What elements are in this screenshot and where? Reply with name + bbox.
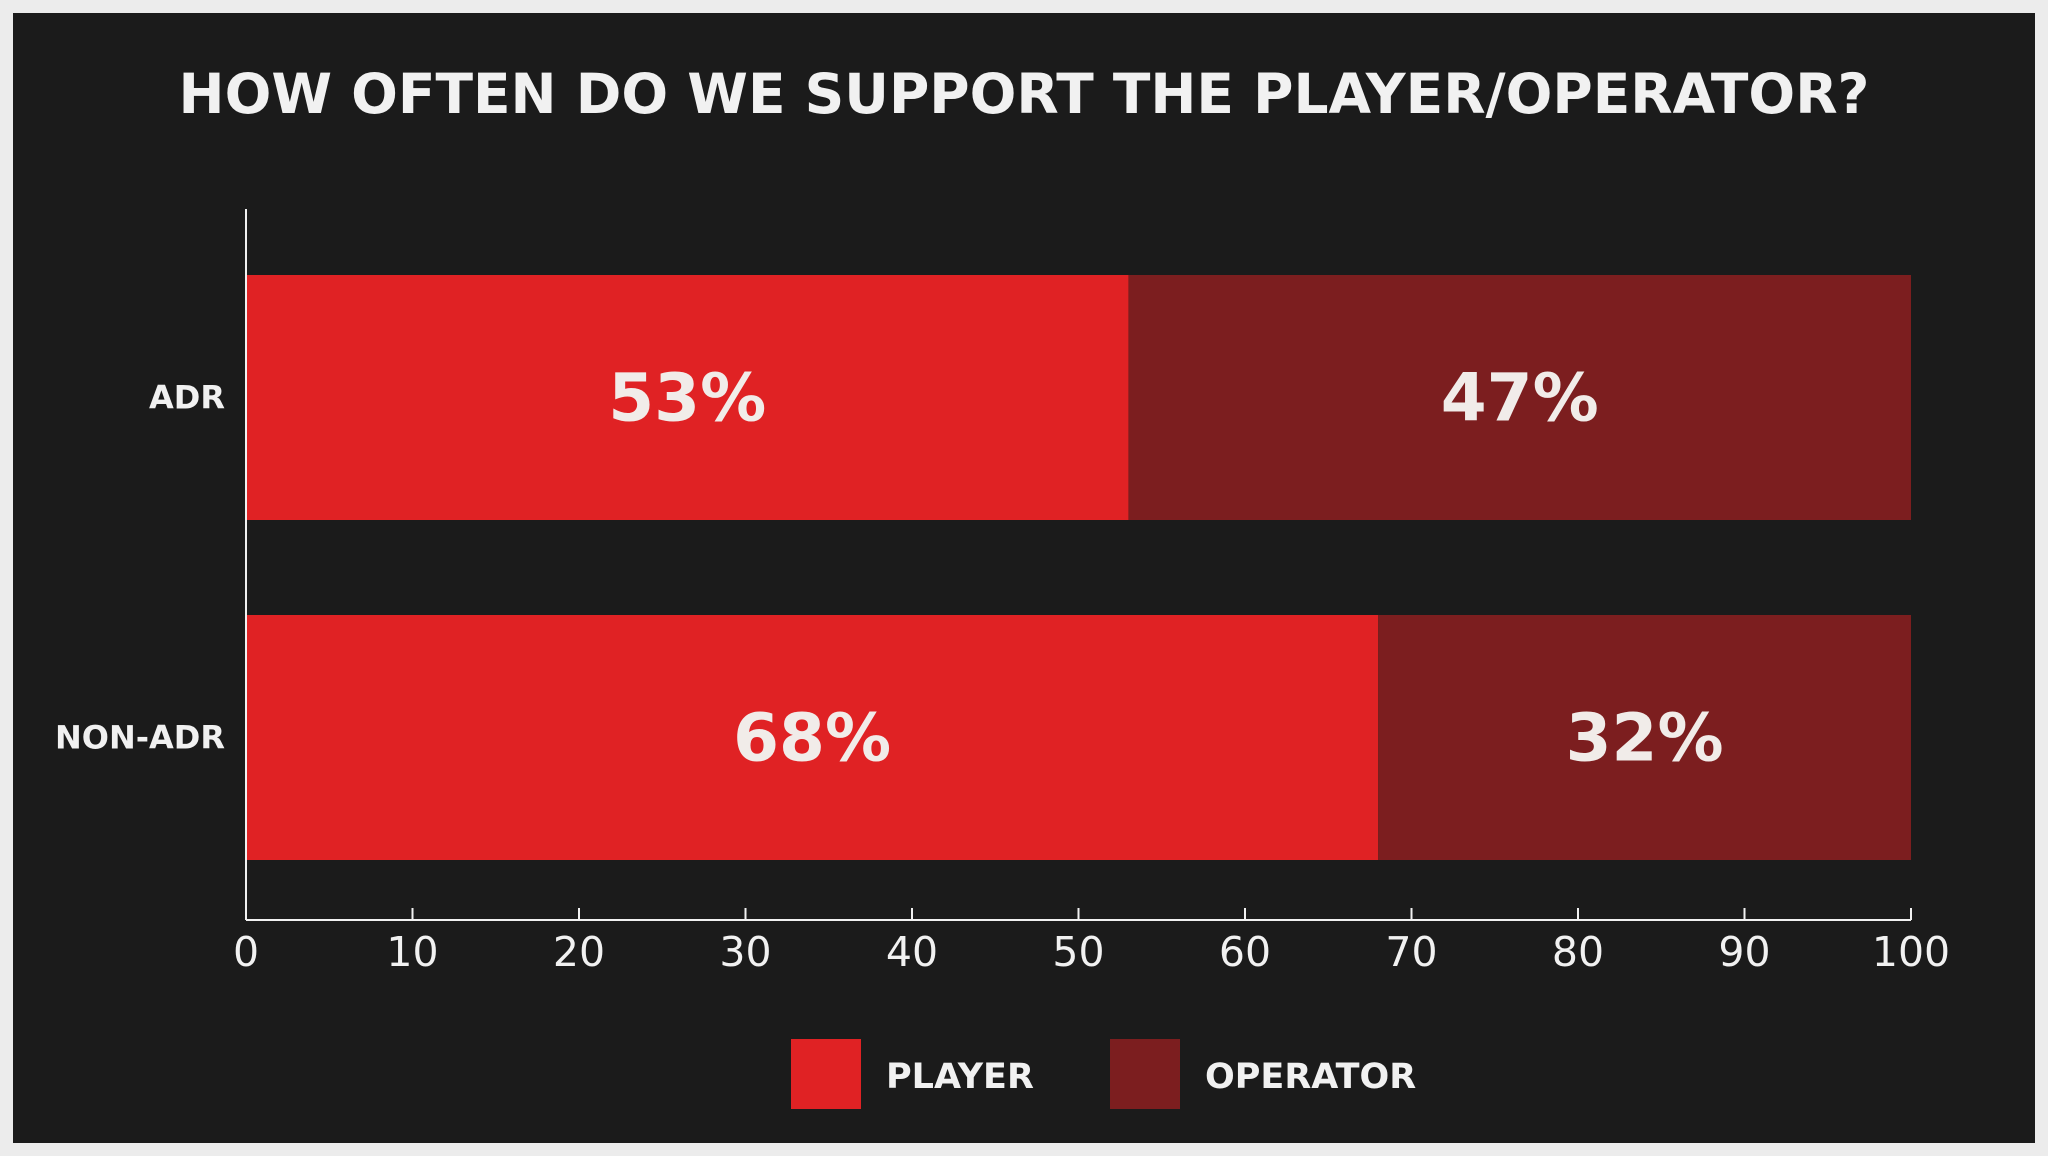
x-tick-label-80: 80	[1552, 928, 1604, 976]
x-tick-label-20: 20	[553, 928, 605, 976]
legend-swatch-player	[791, 1039, 861, 1109]
bar-player-non-adr	[246, 615, 1379, 860]
legend-label-operator: OPERATOR	[1205, 1057, 1416, 1097]
category-label-non-adr: NON-ADR	[55, 719, 225, 757]
x-tick-label-100: 100	[1872, 928, 1950, 976]
stacked-bar-chart: HOW OFTEN DO WE SUPPORT THE PLAYER/OPERA…	[55, 62, 1950, 1109]
axes-group: ADR NON-ADR 0 10 20 30 40 50 60 70 80 90 100	[55, 209, 1950, 976]
bars-group: 53% 47% 68% 32%	[246, 275, 1911, 860]
bar-operator-non-adr	[1378, 615, 1911, 860]
legend: PLAYER OPERATOR	[791, 1039, 1416, 1109]
x-tick-label-50: 50	[1052, 928, 1104, 976]
x-tick-label-30: 30	[719, 928, 771, 976]
x-tick-label-40: 40	[886, 928, 938, 976]
x-tick-label-60: 60	[1219, 928, 1271, 976]
chart-panel: HOW OFTEN DO WE SUPPORT THE PLAYER/OPERA…	[13, 13, 2035, 1143]
legend-swatch-operator	[1110, 1039, 1180, 1109]
chart-title: HOW OFTEN DO WE SUPPORT THE PLAYER/OPERA…	[179, 62, 1870, 126]
bar-player-adr	[246, 275, 1129, 520]
data-label-operator-non-adr: 32%	[1566, 700, 1724, 777]
x-tick-label-10: 10	[386, 928, 438, 976]
x-tick-label-90: 90	[1718, 928, 1770, 976]
legend-label-player: PLAYER	[886, 1057, 1034, 1097]
x-tick-label-0: 0	[233, 928, 259, 976]
bar-operator-adr	[1128, 275, 1911, 520]
data-label-player-adr: 53%	[608, 360, 766, 437]
data-label-operator-adr: 47%	[1441, 360, 1599, 437]
x-tick-label-70: 70	[1385, 928, 1437, 976]
category-label-adr: ADR	[149, 379, 225, 417]
data-label-player-non-adr: 68%	[733, 700, 891, 777]
